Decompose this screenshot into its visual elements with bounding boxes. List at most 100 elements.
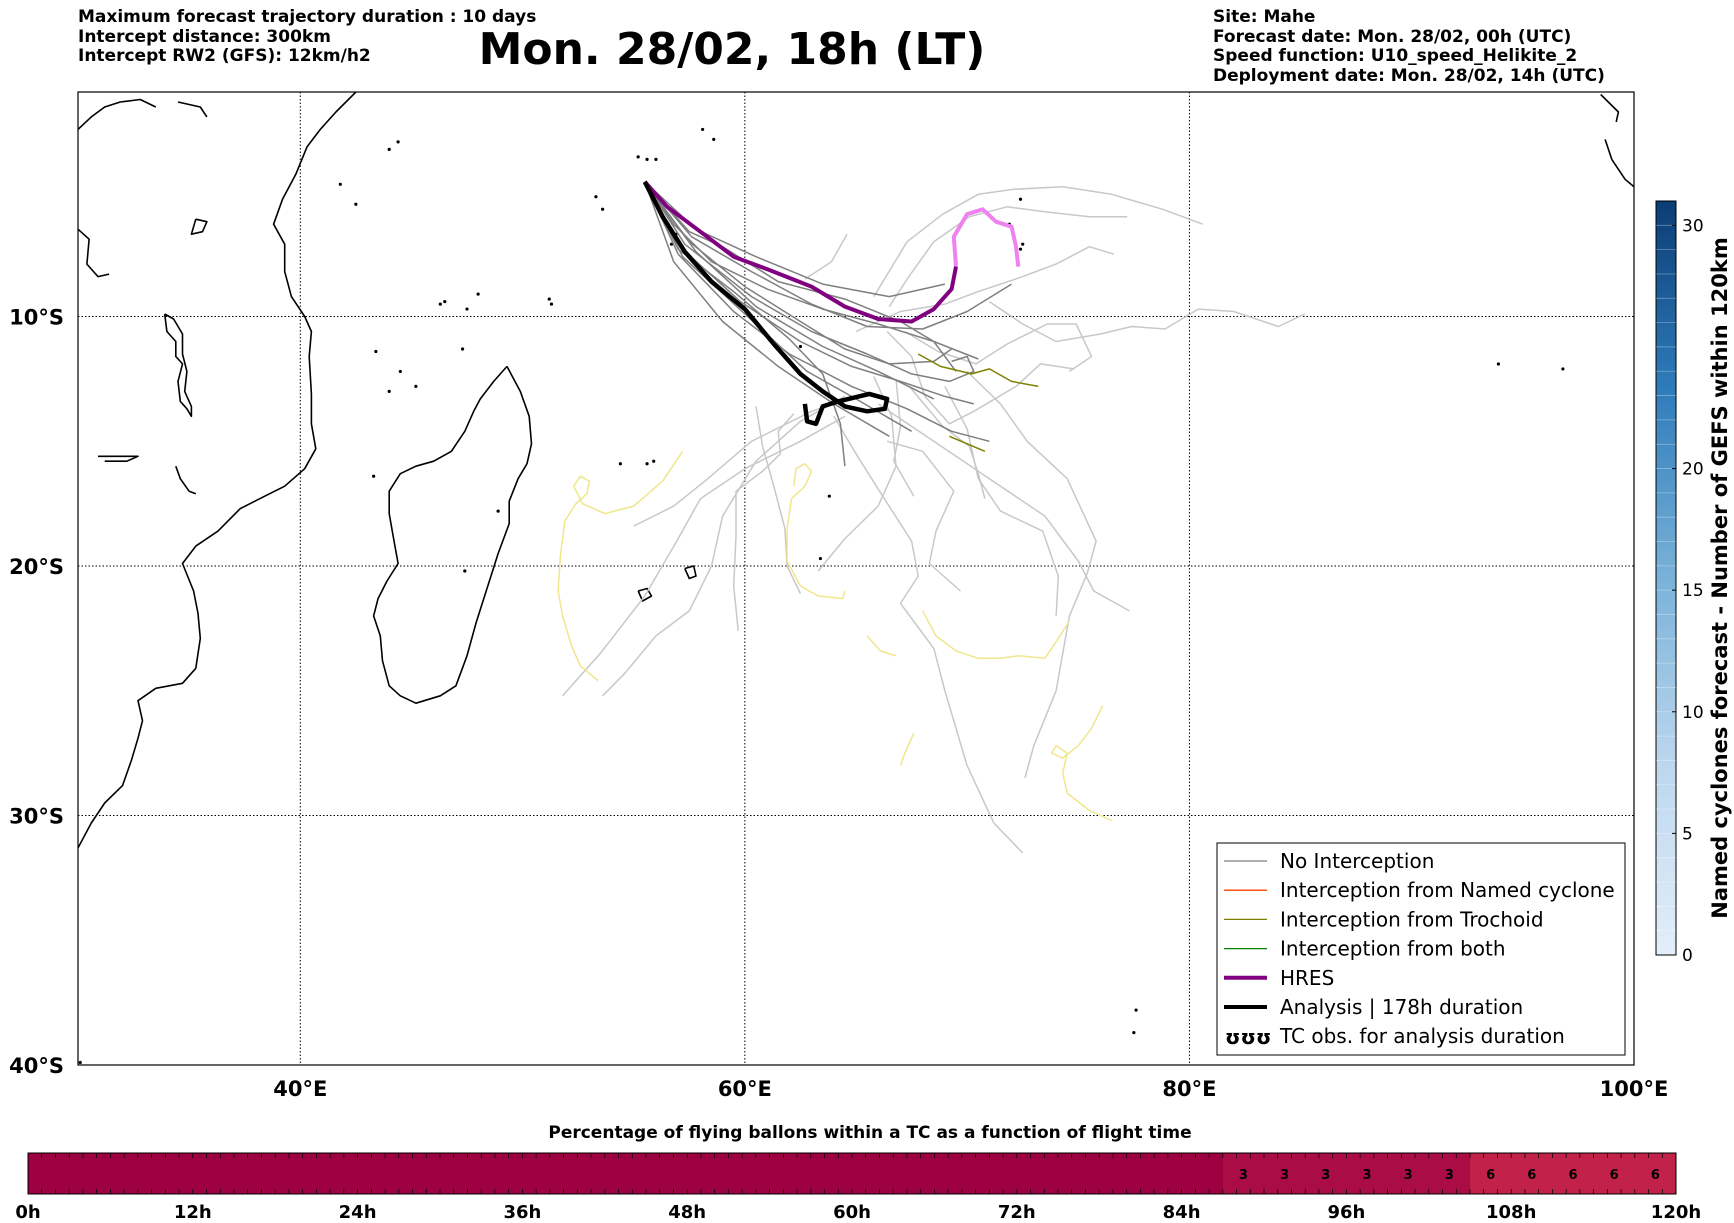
lon-tick-label: 60°E	[718, 1077, 772, 1101]
time-tick-label: 60h	[833, 1202, 871, 1223]
coastline	[78, 92, 357, 849]
yellow-track	[866, 635, 897, 657]
island-dot	[387, 389, 391, 393]
tc-percentage-segment	[1264, 1153, 1306, 1194]
coastline	[163, 313, 193, 418]
island-dot	[496, 509, 500, 513]
no-interception-track	[644, 181, 990, 443]
island-dot	[547, 297, 551, 301]
header-right-line: Deployment date: Mon. 28/02, 14h (UTC)	[1213, 65, 1605, 86]
time-tick-label: 120h	[1651, 1202, 1701, 1223]
coastline	[177, 101, 208, 118]
coastline	[637, 587, 653, 602]
header-left-info: Maximum forecast trajectory duration : 1…	[78, 7, 536, 67]
coastline	[98, 455, 139, 463]
time-tick-label: 84h	[1163, 1202, 1201, 1223]
island-dot	[1132, 1030, 1136, 1035]
yellow-track	[1050, 705, 1112, 822]
tc-percentage-segment	[1593, 1153, 1636, 1194]
header-right-line: Speed function: U10_speed_Helikite_2	[1213, 46, 1578, 66]
header-right-line: Forecast date: Mon. 28/02, 00h (UTC)	[1213, 26, 1572, 47]
legend-entry-label: No Interception	[1280, 849, 1434, 873]
coastline	[1600, 93, 1620, 123]
tc-percentage-value-label: 3	[1362, 1168, 1371, 1183]
lon-tick-label: 40°E	[273, 1077, 327, 1101]
tc-obs-symbol-icon: ʊʊʊ	[1225, 1025, 1271, 1049]
island-dot	[594, 195, 598, 199]
ensemble-track-light	[855, 245, 1115, 333]
legend-entry-label: Interception from Trochoid	[1280, 907, 1544, 931]
coastline	[78, 228, 110, 278]
tc-percentage-segment	[1511, 1153, 1553, 1194]
no-interception-track	[644, 181, 957, 372]
coastline	[78, 98, 157, 130]
legend-entry-label: Analysis | 178h duration	[1280, 995, 1523, 1019]
hres-track	[643, 180, 958, 324]
ensemble-track-light	[833, 415, 1024, 854]
colorbar-gradient	[1655, 200, 1677, 956]
coastline	[372, 365, 533, 705]
island-dot	[1134, 1008, 1138, 1012]
trochoid-interception-track	[917, 353, 1039, 388]
island-dot	[1561, 367, 1565, 371]
tc-percentage-segment	[1305, 1153, 1347, 1194]
time-tick-label: 108h	[1486, 1202, 1536, 1223]
island-dot	[636, 155, 640, 159]
tc-percentage-value-label: 6	[1651, 1168, 1660, 1183]
coastline	[175, 465, 197, 495]
tc-percentage-value-label: 3	[1321, 1168, 1330, 1183]
time-tick-label: 36h	[503, 1202, 541, 1223]
coastline	[1604, 139, 1634, 188]
no-interception-track	[644, 181, 935, 400]
island-dot	[465, 307, 469, 311]
island-dot	[414, 384, 418, 388]
ensemble-track-light	[966, 370, 1097, 779]
ensemble-track-light	[877, 403, 1130, 612]
ensemble-track-light	[732, 413, 795, 631]
island-dot	[712, 137, 716, 142]
map-legend: No Interception Interception from Named c…	[1216, 842, 1626, 1056]
tc-percentage-value-label: 6	[1527, 1168, 1536, 1183]
coastline	[190, 218, 208, 235]
tc-percentage-value-label: 3	[1239, 1168, 1248, 1183]
colorbar-tick-label: 30	[1682, 216, 1704, 236]
island-dot	[338, 182, 342, 186]
trochoid-interception-track	[949, 435, 986, 452]
island-dot	[354, 202, 358, 206]
legend-entry-label: TC obs. for analysis duration	[1279, 1024, 1565, 1048]
island-dot	[818, 556, 823, 561]
coastline	[684, 565, 697, 580]
island-dot	[396, 140, 400, 144]
ensemble-track-light	[944, 386, 1060, 616]
ensemble-track-light	[755, 406, 802, 594]
ensemble-track-light	[817, 376, 897, 572]
header-left-line: Intercept RW2 (GFS): 12km/h2	[78, 46, 371, 66]
lat-tick-label: 20°S	[9, 555, 64, 579]
tc-percentage-segment	[1346, 1153, 1389, 1194]
island-dot	[618, 462, 622, 466]
tc-percentage-segment	[28, 1153, 1224, 1194]
no-interception-track	[644, 181, 890, 437]
island-dot	[654, 157, 658, 161]
island-dot	[798, 344, 803, 349]
island-dot	[374, 349, 378, 354]
legend-entry-label: Interception from both	[1280, 937, 1506, 961]
time-tick-label: 24h	[339, 1202, 377, 1223]
map-gridlines	[78, 92, 1634, 1065]
colorbar-tick-label: 5	[1682, 824, 1693, 844]
lat-tick-label: 40°S	[9, 1054, 64, 1078]
island-dot	[398, 369, 402, 374]
ensemble-track-light	[633, 395, 857, 527]
island-dot	[549, 302, 554, 306]
tc-percentage-value-label: 3	[1404, 1168, 1413, 1183]
ensemble-track-light	[908, 385, 986, 499]
lat-tick-label: 10°S	[9, 306, 64, 330]
ensemble-track-light	[562, 415, 846, 697]
island-dot	[827, 494, 831, 498]
ensemble-track-light	[873, 186, 1204, 297]
yellow-track	[922, 610, 1071, 660]
island-dot	[1496, 362, 1501, 366]
ensemble-track-light	[988, 300, 1306, 343]
